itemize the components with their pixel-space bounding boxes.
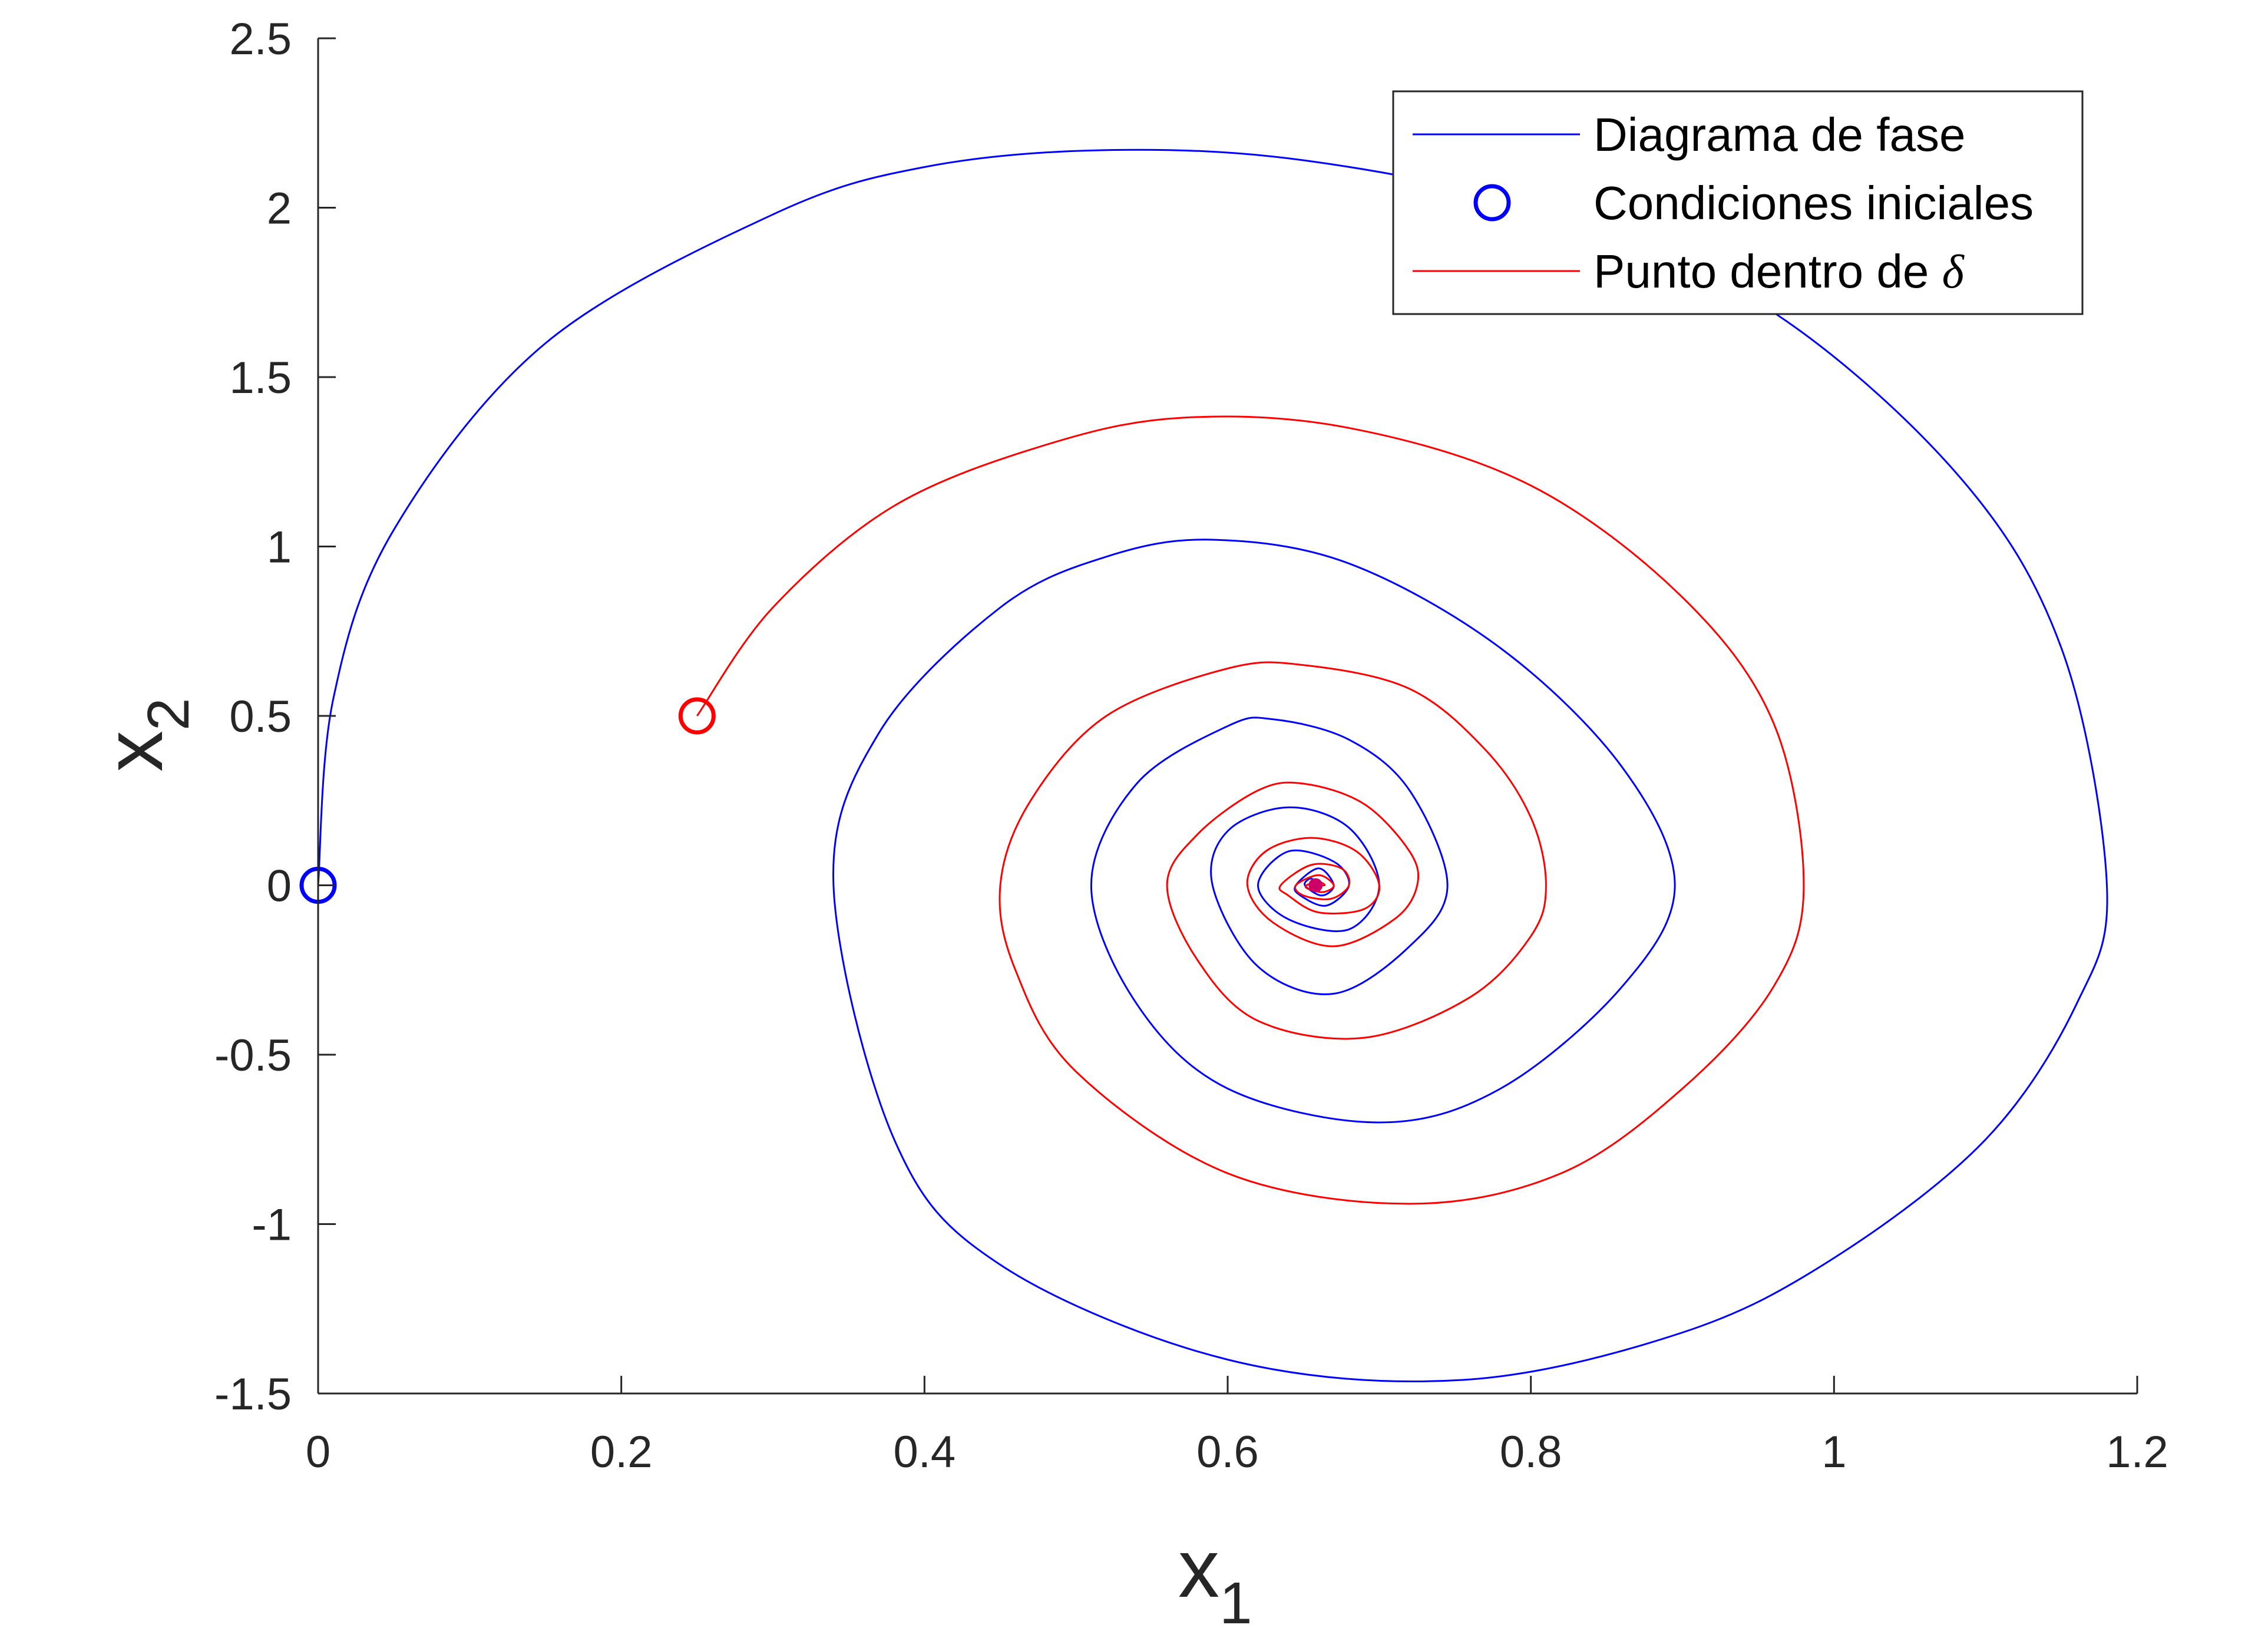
y-axis-label: x2 xyxy=(87,698,201,772)
x-axis-label: x1 xyxy=(1178,1522,1252,1628)
y-tick-label: 0 xyxy=(267,861,292,912)
legend-label-punto-dentro-de-delta: Punto dentro de δ xyxy=(1593,245,1965,298)
legend: Diagrama de fase Condiciones iniciales P… xyxy=(1392,90,2084,315)
series-line-punto-dentro-de-delta xyxy=(696,415,1805,1205)
y-tick-label: 0.5 xyxy=(229,692,292,742)
initial-condition-marker-red xyxy=(678,697,716,735)
x-tick-label: 1 xyxy=(1821,1427,1846,1477)
y-ticks: -1.5 -1 -0.5 0 0.5 1 1.5 2 2.5 xyxy=(214,14,336,1419)
legend-label-diagrama-de-fase: Diagrama de fase xyxy=(1593,108,1965,161)
y-tick-label: 2 xyxy=(267,184,292,234)
y-tick-label: -1.5 xyxy=(214,1369,292,1419)
y-tick-label: 1.5 xyxy=(229,353,292,403)
x-tick-label: 1.2 xyxy=(2106,1427,2168,1477)
legend-swatch-condiciones-iniciales xyxy=(1473,184,1511,222)
x-tick-label: 0.4 xyxy=(894,1427,956,1477)
y-tick-label: 1 xyxy=(267,523,292,573)
x-tick-label: 0.6 xyxy=(1196,1427,1259,1477)
x-ticks: 0 0.2 0.4 0.6 0.8 1 1.2 xyxy=(306,1376,2168,1477)
y-tick-label: -0.5 xyxy=(214,1031,292,1081)
y-tick-label: 2.5 xyxy=(229,14,292,64)
plot-area xyxy=(317,148,2108,1382)
y-tick-label: -1 xyxy=(252,1200,292,1250)
legend-label-condiciones-iniciales: Condiciones iniciales xyxy=(1593,177,2034,229)
series-line-diagrama-de-fase xyxy=(317,148,2108,1382)
x-tick-label: 0.8 xyxy=(1500,1427,1562,1477)
x-tick-label: 0 xyxy=(306,1427,330,1477)
equilibrium-point xyxy=(1308,878,1323,893)
x-tick-label: 0.2 xyxy=(590,1427,653,1477)
